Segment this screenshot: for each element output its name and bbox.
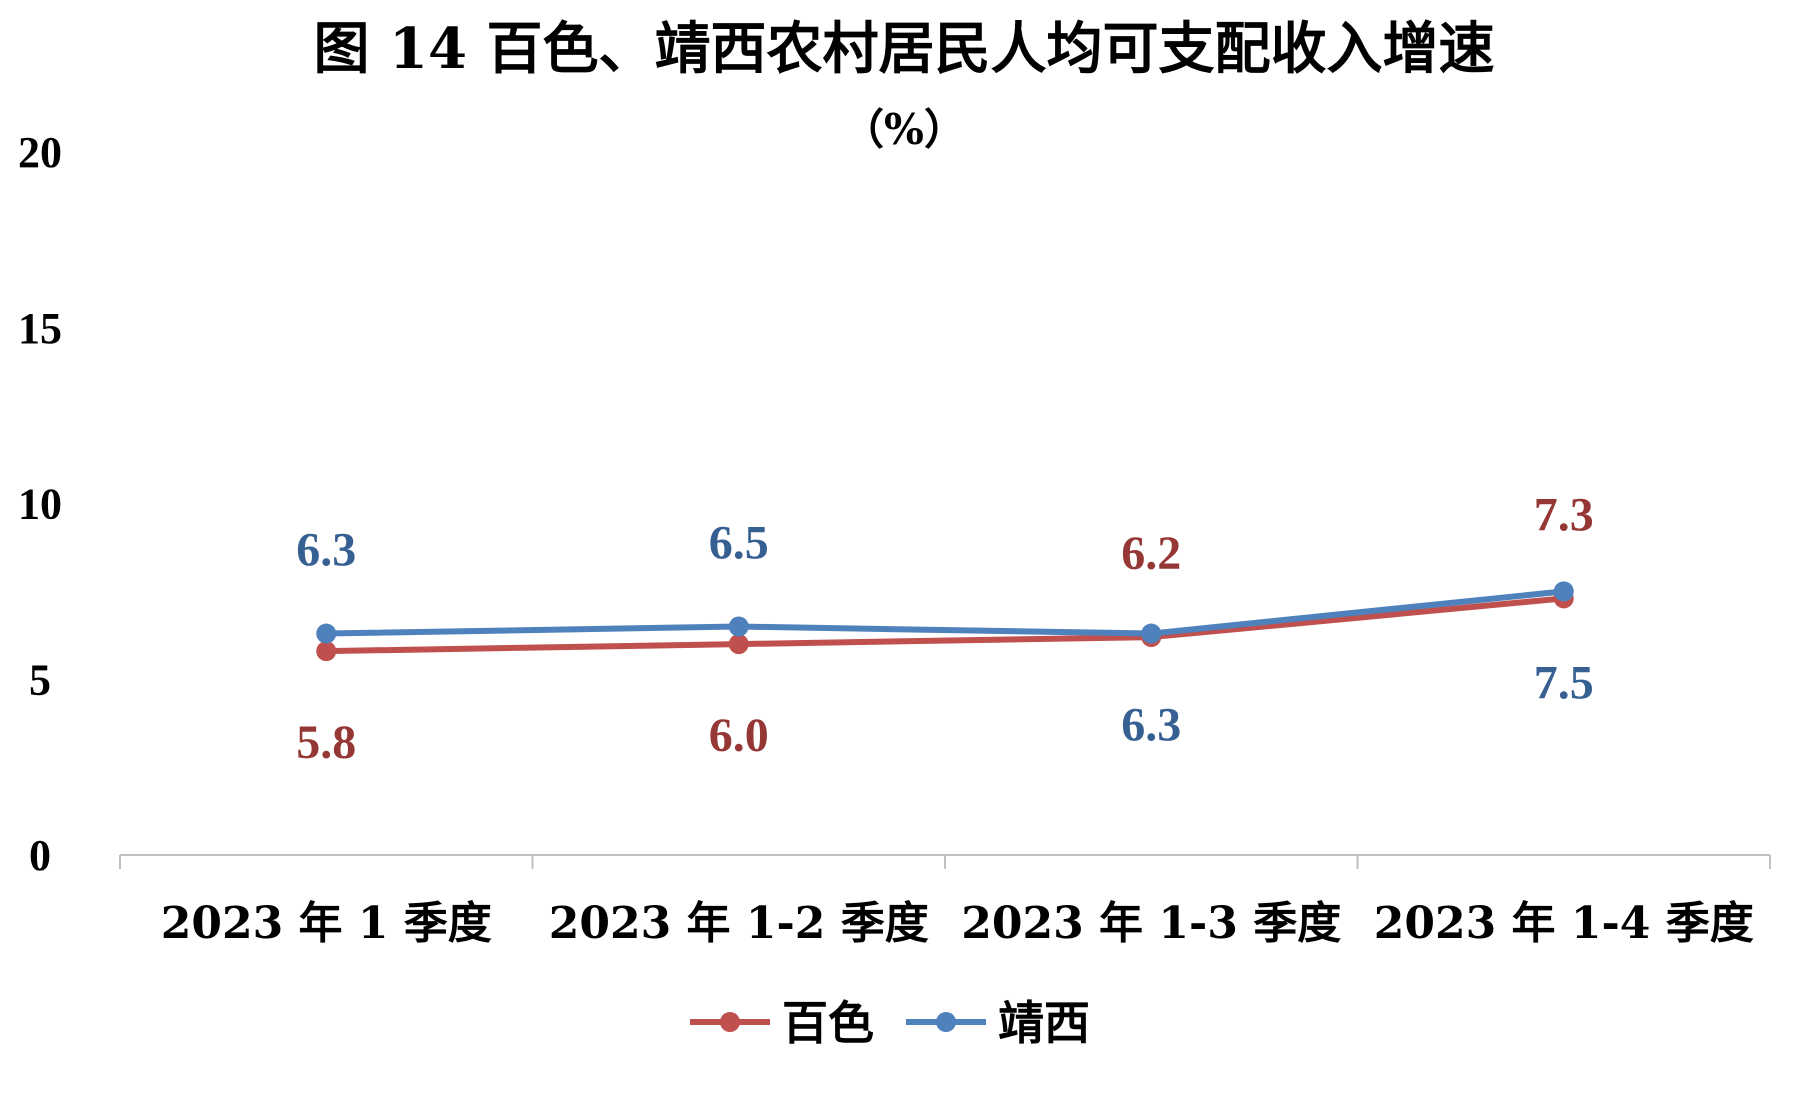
data-label: 6.3 (1121, 699, 1181, 752)
series-line-1 (326, 595, 1565, 655)
x-tick-label: 2023 年 1 季度 (161, 898, 492, 949)
data-point (1553, 581, 1574, 602)
data-point (728, 616, 749, 637)
y-tick-label: 5 (29, 655, 51, 704)
series-line-2 (326, 588, 1565, 637)
x-axis-ticks: 2023 年 1 季度 2023 年 1-2 季度 2023 年 1-3 季度 202… (161, 898, 1754, 949)
data-label: 6.2 (1121, 527, 1181, 580)
data-point (316, 623, 337, 644)
legend-entry-label: 靖西 (998, 996, 1090, 1050)
series-points (316, 581, 1574, 662)
x-tick-label: 2023 年 1-2 季度 (549, 898, 929, 949)
x-tick-label: 2023 年 1-4 季度 (1374, 898, 1754, 949)
data-point (1141, 623, 1162, 644)
data-point (728, 634, 749, 655)
data-label: 6.5 (709, 517, 769, 570)
series-lines (326, 588, 1565, 655)
data-label: 7.5 (1534, 656, 1594, 709)
data-label: 6.0 (709, 709, 769, 762)
legend-swatch-marker (720, 1012, 740, 1032)
legend-swatch-marker (936, 1012, 956, 1032)
y-tick-label: 0 (29, 831, 51, 880)
data-label: 5.8 (296, 716, 356, 769)
data-point (316, 641, 337, 662)
chart-subtitle: （%） (842, 105, 966, 154)
chart-title: 图 14 百色、靖西农村居民人均可支配收入增速 (314, 16, 1495, 82)
data-labels: 5.8 6.0 6.2 7.3 6.3 6.5 6.3 7.5 (296, 488, 1594, 769)
y-tick-label: 20 (18, 128, 62, 177)
legend-entry-label: 百色 (782, 996, 874, 1050)
data-label: 7.3 (1534, 488, 1594, 541)
x-tick-label: 2023 年 1-3 季度 (961, 898, 1341, 949)
y-tick-label: 10 (18, 480, 62, 529)
y-axis-ticks: 0 5 10 15 20 (18, 128, 62, 880)
y-tick-label: 15 (18, 304, 62, 353)
data-label: 6.3 (296, 524, 356, 577)
legend: 百色 靖西 (690, 996, 1090, 1050)
axes (119, 854, 1771, 869)
